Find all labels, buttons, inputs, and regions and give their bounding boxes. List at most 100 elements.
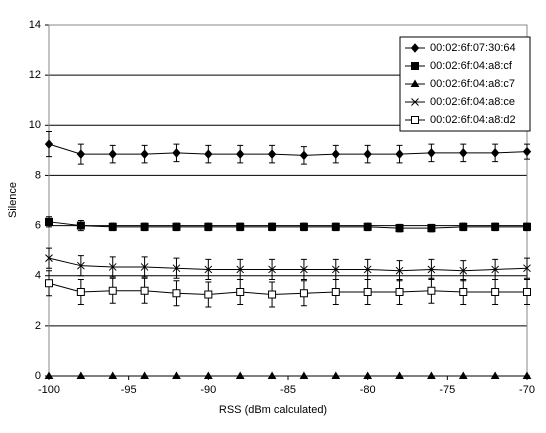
marker — [411, 98, 419, 106]
marker — [459, 288, 468, 297]
marker — [427, 286, 436, 295]
marker — [299, 289, 308, 298]
marker — [45, 254, 53, 263]
marker — [363, 371, 373, 379]
marker — [140, 286, 149, 295]
marker — [459, 222, 468, 231]
marker — [267, 149, 277, 159]
marker — [76, 149, 86, 159]
marker — [299, 222, 308, 231]
marker — [76, 371, 86, 379]
marker — [140, 371, 149, 379]
marker — [490, 371, 500, 379]
marker — [268, 265, 276, 274]
marker — [45, 217, 53, 226]
marker — [427, 224, 436, 233]
series-line — [48, 282, 527, 296]
legend-label: 00:02:6f:04:a8:d2 — [430, 114, 516, 126]
x-tick-label: -70 — [519, 384, 535, 396]
marker — [108, 371, 118, 379]
x-tick-label: -85 — [280, 384, 296, 396]
marker — [363, 288, 372, 297]
marker — [76, 221, 85, 230]
marker — [299, 371, 309, 379]
marker — [363, 265, 372, 274]
y-tick-label: 10 — [29, 119, 41, 131]
marker — [395, 288, 404, 297]
marker — [522, 146, 532, 157]
marker — [491, 265, 499, 274]
series-line — [48, 221, 527, 229]
marker — [331, 288, 340, 297]
marker — [108, 263, 117, 271]
marker — [395, 371, 404, 379]
marker — [523, 222, 531, 231]
series-line — [48, 143, 528, 156]
marker — [522, 371, 532, 379]
x-tick-label: -95 — [121, 384, 137, 396]
marker — [108, 222, 117, 231]
marker — [523, 288, 531, 297]
marker — [235, 371, 245, 379]
marker — [459, 266, 468, 275]
legend-label: 00:02:6f:04:a8:cf — [430, 60, 513, 72]
marker — [140, 149, 149, 159]
marker — [331, 265, 340, 274]
y-tick-label: 2 — [35, 320, 41, 332]
marker — [331, 371, 341, 379]
marker — [363, 222, 372, 231]
marker — [268, 222, 277, 231]
marker — [140, 222, 149, 231]
marker — [395, 149, 404, 159]
marker — [204, 222, 213, 231]
series-line — [48, 257, 528, 272]
marker — [411, 62, 419, 70]
legend-label: 00:02:6f:07:30:64 — [430, 42, 516, 54]
marker — [45, 279, 53, 288]
marker — [410, 43, 420, 53]
y-tick-label: 6 — [35, 219, 41, 231]
x-tick-label: -100 — [38, 384, 60, 396]
marker — [395, 266, 404, 275]
marker — [458, 371, 468, 379]
marker — [395, 224, 404, 233]
y-tick-label: 8 — [35, 169, 41, 181]
marker — [76, 288, 85, 297]
marker — [172, 264, 181, 273]
y-tick-label: 12 — [29, 69, 41, 81]
x-tick-label: -80 — [360, 384, 376, 396]
marker — [427, 265, 436, 274]
marker — [236, 265, 245, 274]
marker — [203, 371, 213, 379]
marker — [172, 289, 181, 298]
x-tick-label: -90 — [200, 384, 216, 396]
marker — [108, 286, 117, 295]
marker — [411, 116, 419, 124]
marker — [491, 288, 500, 297]
y-axis-label: Silence — [7, 182, 19, 218]
marker — [299, 150, 309, 161]
marker — [267, 371, 277, 379]
marker — [300, 265, 308, 274]
marker — [523, 264, 531, 273]
marker — [410, 79, 420, 87]
marker — [172, 148, 181, 158]
y-tick-label: 4 — [35, 270, 41, 282]
marker — [44, 139, 54, 149]
marker — [172, 222, 181, 231]
legend-label: 00:02:6f:04:a8:c7 — [430, 78, 515, 90]
marker — [236, 222, 245, 231]
x-axis-label: RSS (dBm calculated) — [219, 404, 327, 416]
marker — [331, 149, 340, 159]
marker — [268, 290, 277, 299]
marker — [172, 371, 181, 379]
marker — [44, 371, 54, 379]
marker — [427, 148, 436, 158]
marker — [204, 149, 213, 159]
marker — [459, 148, 468, 158]
marker — [363, 149, 372, 159]
marker — [331, 222, 340, 231]
marker — [108, 149, 117, 159]
marker — [204, 265, 213, 274]
